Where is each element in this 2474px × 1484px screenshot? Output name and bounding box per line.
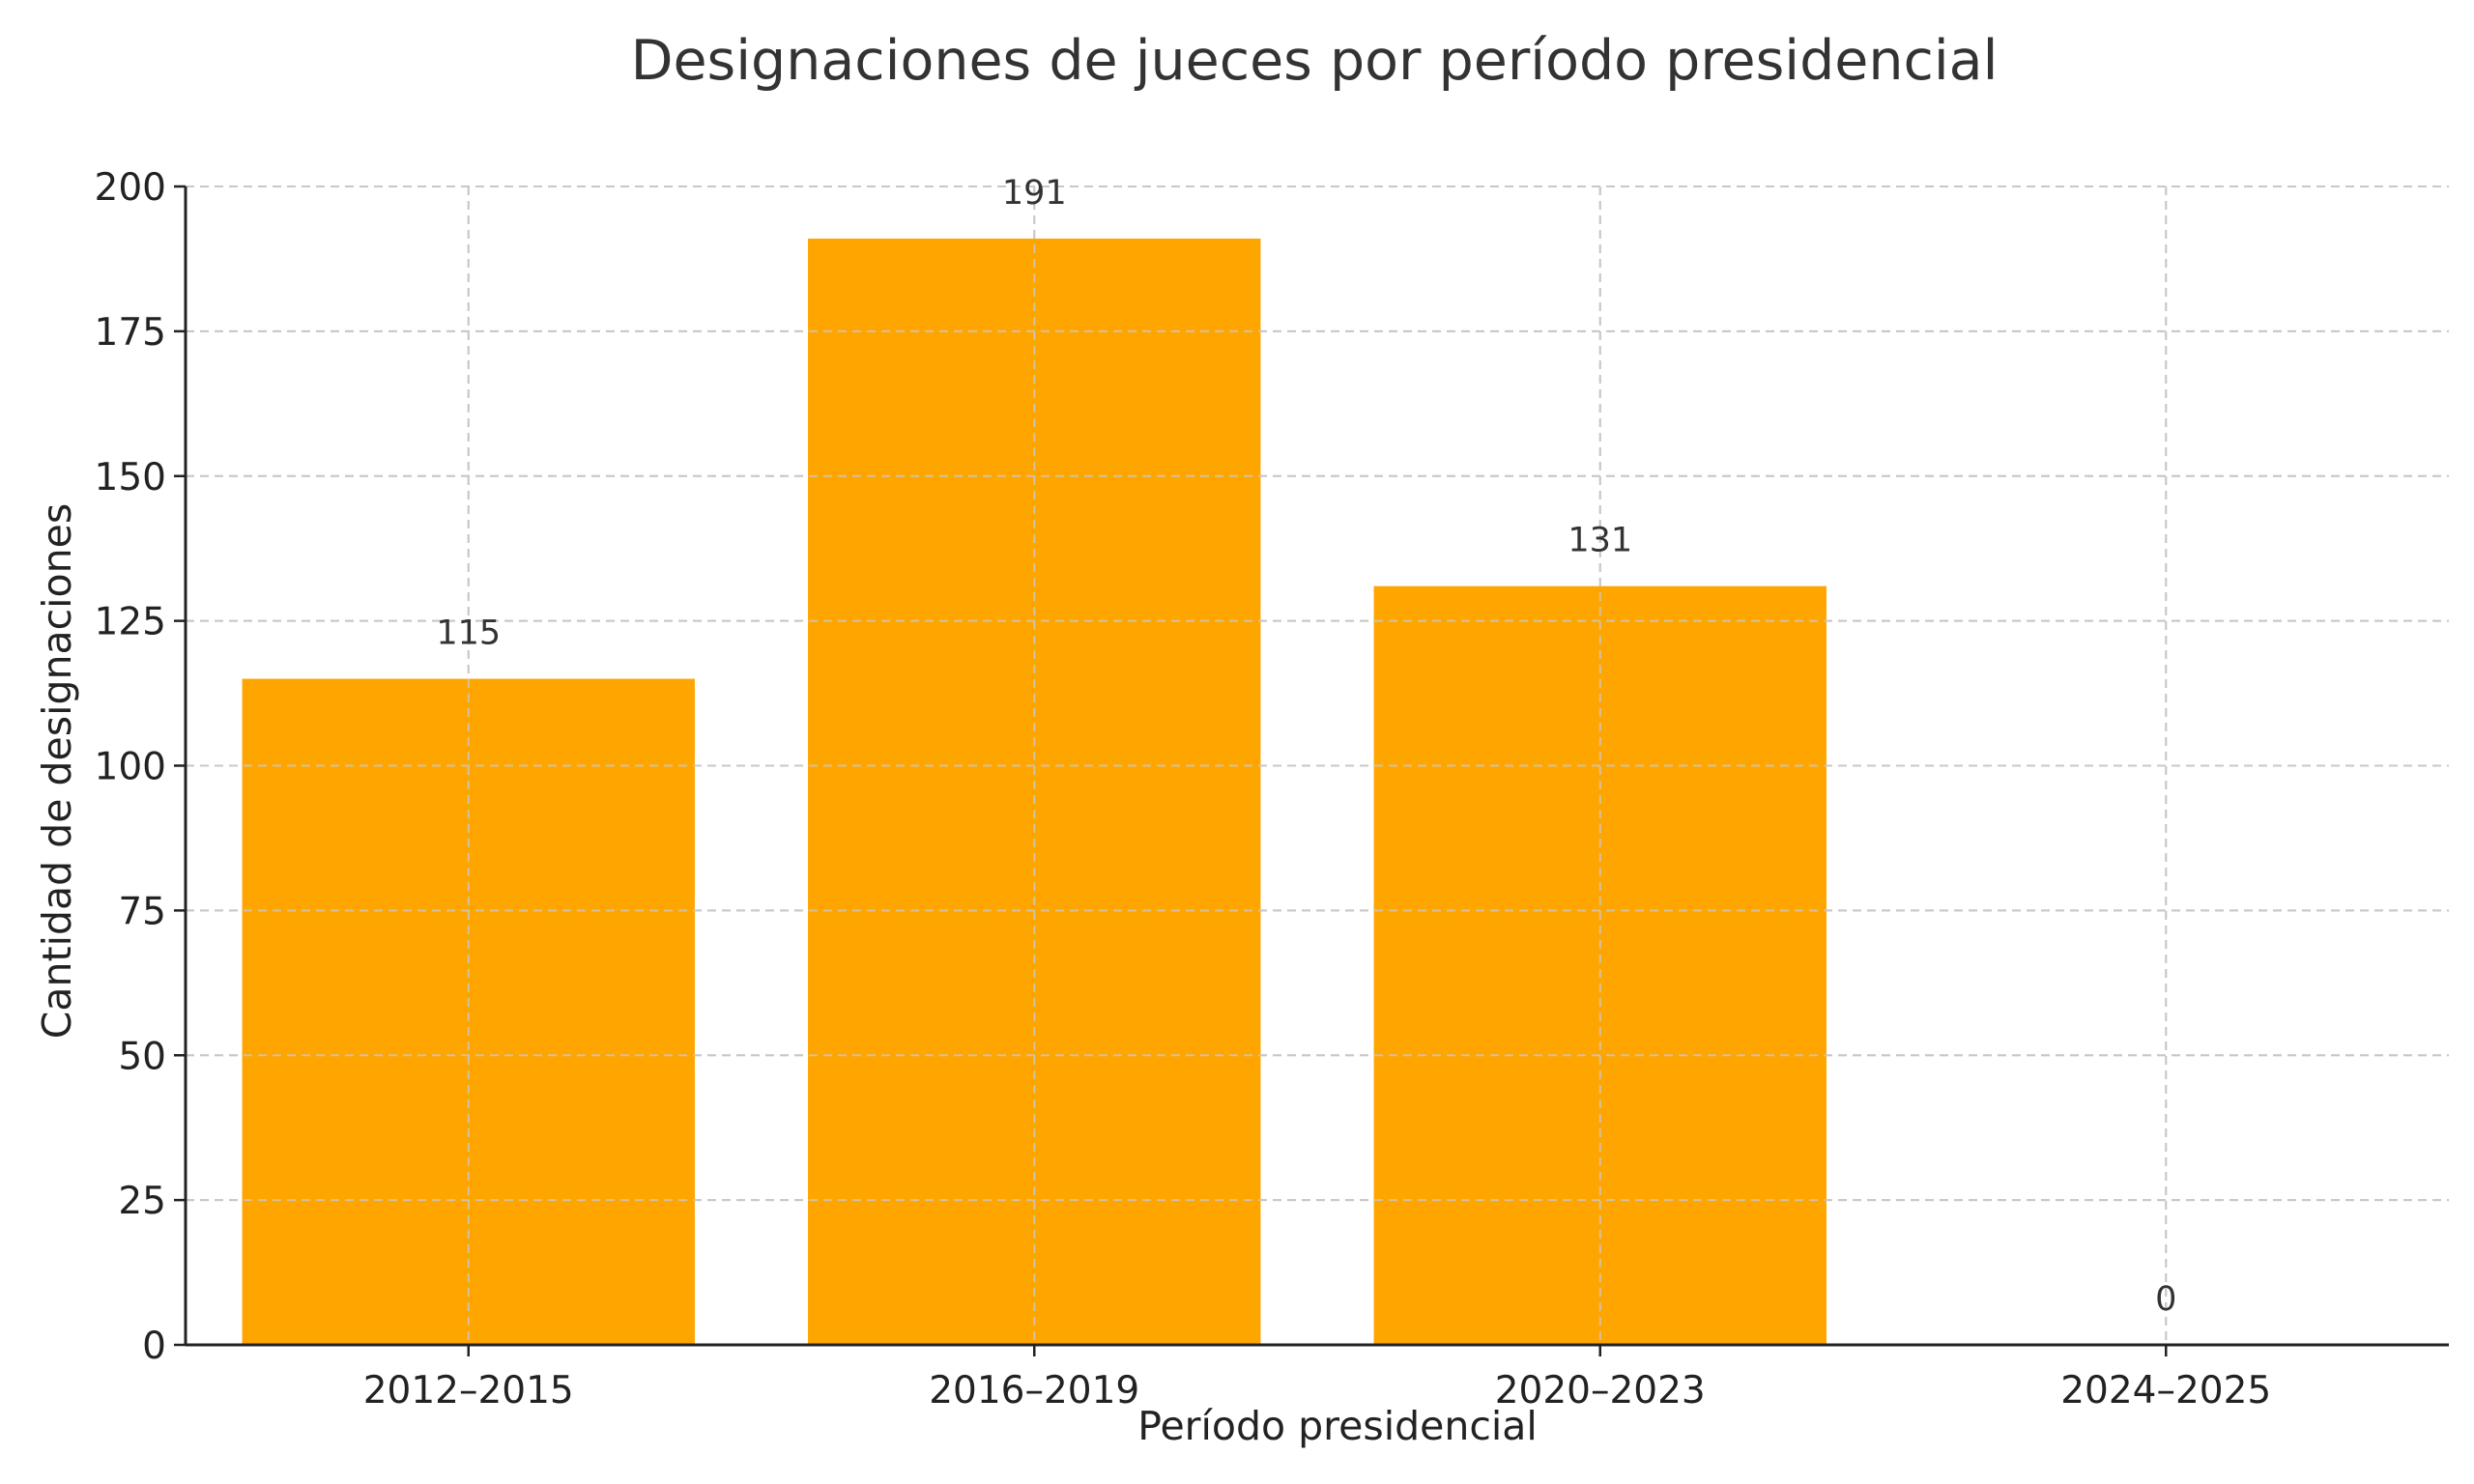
y-axis-title: Cantidad de designaciones [34,503,80,1039]
y-tick-label: 0 [142,1325,166,1368]
data-label: 191 [1002,174,1067,213]
y-tick-label: 50 [118,1035,166,1078]
chart-title: Designaciones de jueces por período pres… [631,29,1999,93]
y-tick-label: 125 [95,601,166,644]
x-tick-label: 2024–2025 [2060,1369,2271,1413]
bars [186,186,2449,1346]
data-label: 0 [2155,1280,2176,1319]
y-tick-label: 75 [118,890,166,933]
data-label: 115 [436,614,501,653]
x-axis-ticks: 2012–2015 2016–2019 2020–2023 2024–2025 [363,1345,2271,1413]
y-tick-label: 25 [118,1180,166,1223]
data-label: 131 [1568,522,1632,560]
x-tick-label: 2012–2015 [363,1369,574,1413]
x-tick-label: 2016–2019 [929,1369,1139,1413]
y-axis-ticks: 0 25 50 75 100 125 150 175 200 [95,166,186,1368]
y-tick-label: 200 [95,166,166,210]
y-tick-label: 175 [95,311,166,355]
x-axis-title: Período presidencial [1137,1403,1538,1449]
y-tick-label: 100 [95,746,166,789]
data-labels: 115 191 131 0 [436,174,2176,1319]
y-tick-label: 150 [95,456,166,499]
x-tick-label: 2020–2023 [1495,1369,1706,1413]
